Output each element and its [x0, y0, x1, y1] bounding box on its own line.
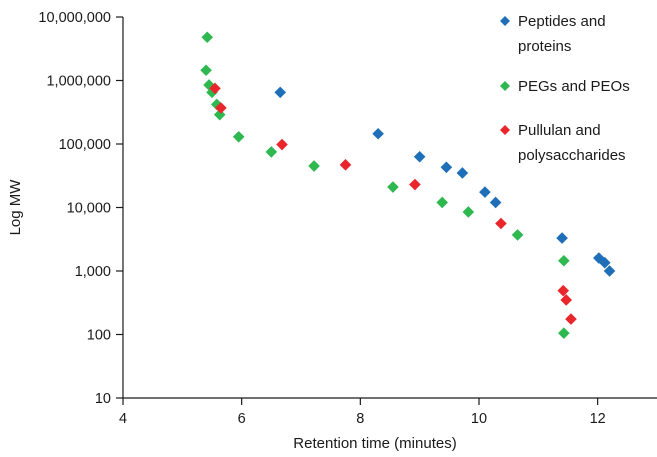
y-tick-label: 100,000: [59, 137, 111, 153]
point-pegs-and-peos: [511, 229, 524, 241]
point-pullulan-and-polysaccharides: [215, 102, 227, 114]
y-tick-label: 100: [87, 328, 111, 344]
axes: [122, 17, 657, 399]
legend-label-pullulan-and-polysaccharides: polysaccharides: [518, 147, 626, 164]
point-pullulan-and-polysaccharides: [560, 294, 573, 306]
point-pegs-and-peos: [213, 108, 226, 121]
y-tick-label: 1,000: [75, 264, 111, 280]
point-peptides-and-proteins: [440, 161, 453, 174]
point-peptides-and-proteins: [413, 150, 426, 163]
y-tick-label: 1,000,000: [46, 74, 111, 90]
point-pegs-and-peos: [558, 254, 570, 267]
y-axis-title: Log MW: [7, 179, 24, 236]
point-pegs-and-peos: [558, 327, 570, 339]
legend: Peptides and proteins PEGs and PEOs Pullula…: [500, 13, 630, 164]
point-peptides-and-proteins: [372, 127, 384, 140]
data-points: [200, 31, 616, 339]
legend-label-peptides-and-proteins: Peptides and: [518, 13, 606, 30]
point-pullulan-and-polysaccharides: [409, 178, 421, 191]
point-pegs-and-peos: [436, 196, 449, 209]
x-tick-label: 4: [119, 411, 127, 427]
point-pullulan-and-polysaccharides: [276, 138, 288, 151]
point-pegs-and-peos: [462, 206, 475, 218]
point-pullulan-and-polysaccharides: [339, 159, 352, 171]
point-peptides-and-proteins: [556, 232, 568, 244]
legend-marker-peptides-and-proteins: [500, 16, 510, 26]
point-peptides-and-proteins: [274, 86, 287, 99]
x-axis-title: Retention time (minutes): [293, 435, 456, 452]
point-peptides-and-proteins: [489, 196, 502, 209]
x-tick-label: 6: [238, 411, 246, 427]
point-pullulan-and-polysaccharides: [209, 82, 221, 95]
point-peptides-and-proteins: [603, 265, 616, 277]
point-pegs-and-peos: [201, 31, 214, 44]
legend-label-pegs-and-peos: PEGs and PEOs: [518, 78, 630, 95]
point-pullulan-and-polysaccharides: [565, 313, 577, 325]
point-peptides-and-proteins: [456, 167, 469, 179]
legend-marker-pullulan-and-polysaccharides: [500, 125, 510, 135]
point-pegs-and-peos: [308, 160, 320, 172]
point-pegs-and-peos: [200, 64, 212, 77]
point-pegs-and-peos: [265, 146, 278, 158]
point-pegs-and-peos: [232, 130, 245, 143]
legend-label-pullulan-and-polysaccharides: Pullulan and: [518, 122, 601, 139]
point-pullulan-and-polysaccharides: [557, 284, 570, 297]
x-ticks: 4 6 8 10 12: [119, 398, 606, 427]
point-pegs-and-peos: [387, 181, 399, 193]
legend-label-peptides-and-proteins: proteins: [518, 38, 571, 55]
legend-marker-pegs-and-peos: [500, 81, 510, 91]
x-tick-label: 8: [356, 411, 364, 427]
y-tick-label: 10,000,000: [38, 10, 111, 26]
x-tick-label: 10: [471, 411, 487, 427]
y-ticks: 10 100 1,000 10,000 100,000 1,000,000 10,000,0…: [38, 10, 123, 407]
y-tick-label: 10,000: [67, 201, 111, 217]
point-pullulan-and-polysaccharides: [495, 217, 507, 230]
x-tick-label: 12: [590, 411, 606, 427]
y-tick-label: 10: [95, 391, 111, 407]
point-peptides-and-proteins: [598, 256, 611, 269]
point-peptides-and-proteins: [479, 186, 491, 198]
